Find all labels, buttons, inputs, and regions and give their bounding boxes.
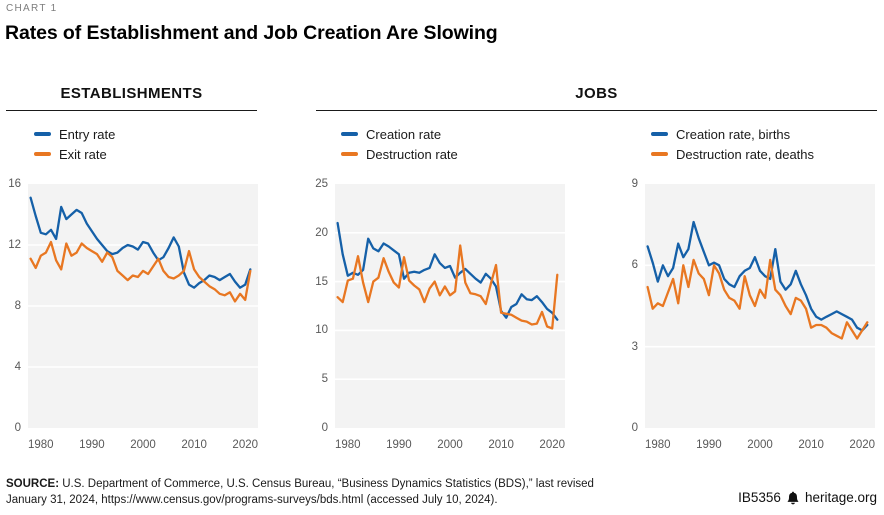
jobs-rates-plot: 0 5 10 15 20 25 1980 1990 2000 2010 2020 (315, 178, 565, 451)
legend-label: Creation rate, births (676, 126, 791, 142)
section-header-establishments: ESTABLISHMENTS (6, 85, 257, 111)
entry-rate-line (29, 196, 252, 289)
x-axis-tick-label: 2000 (747, 439, 773, 451)
x-axis-tick-label: 2010 (488, 439, 514, 451)
creation-births-swatch (651, 132, 668, 136)
jobs-births-deaths-chart (645, 184, 875, 428)
page-title: Rates of Establishment and Job Creation … (5, 22, 498, 44)
legend-item: Creation rate, births (651, 124, 814, 144)
plot-background (335, 184, 565, 428)
destruction-rate-deaths-line (646, 258, 869, 340)
x-axis-tick-label: 2010 (798, 439, 824, 451)
jobs-births-deaths-plot: 0 3 6 9 1980 1990 2000 2010 2020 (632, 178, 875, 451)
y-axis-tick-label: 12 (8, 239, 21, 251)
destruction-deaths-swatch (651, 152, 668, 156)
legend-label: Destruction rate, deaths (676, 146, 815, 162)
y-axis-tick-label: 0 (14, 422, 21, 434)
legend-label: Entry rate (59, 126, 116, 142)
y-axis-tick-label: 0 (321, 422, 328, 434)
legend-item: Destruction rate (341, 144, 458, 164)
legend-label: Destruction rate (366, 146, 458, 162)
x-axis-tick-label: 1990 (79, 439, 105, 451)
y-axis-tick-label: 0 (631, 422, 638, 434)
x-axis-tick-label: 1990 (386, 439, 412, 451)
legend-item: Destruction rate, deaths (651, 144, 814, 164)
x-axis-tick-label: 1980 (27, 439, 54, 451)
x-axis-tick-label: 2020 (849, 439, 876, 451)
x-axis-tick-label: 1980 (334, 439, 361, 451)
creation-rate-births-line (646, 220, 869, 332)
legend-label: Creation rate (366, 126, 442, 142)
x-axis-tick-label: 1980 (644, 439, 671, 451)
y-axis-tick-label: 5 (321, 373, 328, 386)
jobs-births-deaths-legend: Creation rate, births Destruction rate, … (651, 124, 814, 164)
x-axis-tick-label: 2020 (539, 439, 566, 451)
legend-item: Exit rate (34, 144, 115, 164)
legend-item: Entry rate (34, 124, 115, 144)
establishments-chart (28, 184, 258, 428)
x-axis-tick-label: 2000 (130, 439, 156, 451)
destruction-rate-swatch (341, 152, 358, 156)
y-axis-tick-label: 9 (631, 178, 638, 190)
x-axis-tick-label: 2000 (437, 439, 463, 451)
creation-rate-line (336, 221, 559, 321)
y-axis-tick-label: 8 (14, 300, 21, 312)
y-axis-tick-label: 3 (631, 340, 638, 353)
establishments-plot: 0 4 8 12 16 1980 1990 2000 2010 2020 (8, 178, 258, 451)
footer-branding: IB5356 heritage.org (738, 490, 877, 505)
y-axis-tick-label: 15 (315, 275, 328, 288)
creation-rate-swatch (341, 132, 358, 136)
heritage-bell-icon (786, 491, 800, 505)
plot-background (645, 184, 875, 428)
section-header-jobs: JOBS (316, 85, 877, 111)
jobs-rates-chart (335, 184, 565, 428)
exit-rate-swatch (34, 152, 51, 156)
source-label: SOURCE: (6, 478, 60, 490)
source-note: SOURCE: U.S. Department of Commerce, U.S… (6, 477, 612, 508)
document-id: IB5356 (738, 490, 781, 505)
x-axis-tick-label: 2020 (232, 439, 259, 451)
exit-rate-line (29, 240, 252, 303)
x-axis-tick-label: 2010 (181, 439, 207, 451)
jobs-rates-legend: Creation rate Destruction rate (341, 124, 458, 164)
legend-label: Exit rate (59, 146, 107, 162)
y-axis-tick-label: 4 (14, 361, 21, 373)
y-axis-tick-label: 16 (8, 178, 21, 190)
site-name: heritage.org (804, 490, 877, 505)
legend-item: Creation rate (341, 124, 458, 144)
y-axis-tick-label: 10 (315, 324, 328, 337)
chart-number-label: CHART 1 (6, 3, 58, 14)
y-axis-tick-label: 25 (315, 178, 328, 190)
x-axis-tick-label: 1990 (696, 439, 722, 451)
y-axis-tick-label: 6 (631, 259, 638, 272)
y-axis-tick-label: 20 (315, 226, 328, 239)
destruction-rate-line (336, 244, 559, 330)
source-text: U.S. Department of Commerce, U.S. Census… (6, 478, 594, 506)
entry-rate-swatch (34, 132, 51, 136)
establishments-legend: Entry rate Exit rate (34, 124, 115, 164)
